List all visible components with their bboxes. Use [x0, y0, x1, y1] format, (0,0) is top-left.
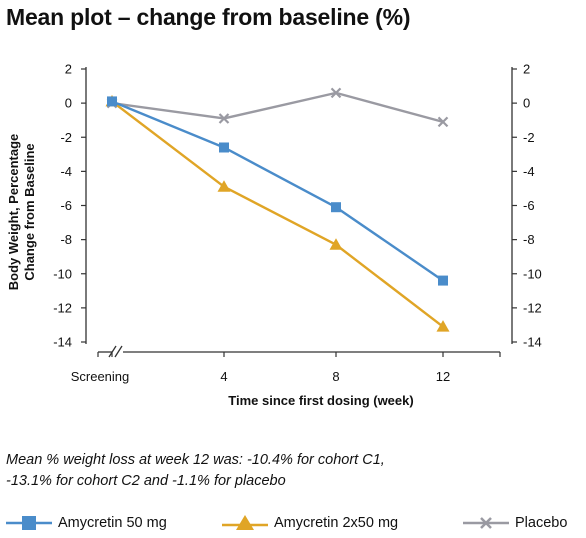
- series-square: [107, 96, 448, 286]
- series-line: [111, 91, 444, 124]
- legend-item-series-1: Amycretin 50 mg: [6, 511, 167, 535]
- data-point-triangle: [436, 320, 450, 332]
- y-tick-label-left: -12: [53, 300, 72, 315]
- summary-note: Mean % weight loss at week 12 was: -10.4…: [6, 450, 566, 492]
- page-title: Mean plot – change from baseline (%): [6, 4, 411, 30]
- data-point-square: [219, 142, 229, 153]
- y-tick-label-right: -4: [523, 164, 535, 179]
- y-tick-label-right: -10: [523, 266, 542, 281]
- series-line: [111, 100, 444, 282]
- y-tick-label-right: -6: [523, 198, 535, 213]
- data-point-square: [438, 275, 448, 286]
- y-tick-label-left: -8: [60, 232, 72, 247]
- chart-axes: [85, 67, 513, 358]
- legend-label-series-1: Amycretin 50 mg: [58, 515, 167, 531]
- legend-label-series-2: Amycretin 2x50 mg: [274, 515, 399, 531]
- x-tick-label: 4: [220, 369, 227, 384]
- square-marker-icon: [6, 516, 52, 530]
- x-marker-icon: [463, 517, 509, 529]
- y-tick-label-right: 2: [523, 62, 530, 77]
- x-axis: Screening 4 8 12: [71, 352, 501, 384]
- data-point-x: [330, 87, 342, 99]
- summary-note-line2: -13.1% for cohort C2 and -1.1% for place…: [6, 473, 286, 489]
- data-point-square: [331, 202, 341, 213]
- y-tick-label-left: -6: [60, 198, 72, 213]
- y-tick-label-left: -10: [53, 266, 72, 281]
- x-tick-label: Screening: [71, 369, 130, 384]
- y-axis-label-line1: Body Weight, Percentage: [6, 134, 21, 291]
- y-tick-label-right: 0: [523, 96, 530, 111]
- series-layer: [105, 87, 450, 332]
- y-axis-left: 2 0 -2 -4 -6 -8 -10 -12 -14: [53, 62, 86, 350]
- axis-break-mark-1: [108, 345, 117, 358]
- y-tick-label-right: -8: [523, 232, 535, 247]
- legend-item-series-3: Placebo: [463, 511, 567, 535]
- y-tick-label-right: -12: [523, 300, 542, 315]
- y-tick-label-left: -2: [60, 130, 72, 145]
- series-triangle: [105, 94, 450, 332]
- y-tick-label-right: -14: [523, 335, 542, 350]
- x-axis-label: Time since first dosing (week): [228, 393, 413, 408]
- axis-break-mark-2: [114, 345, 123, 358]
- summary-note-line1: Mean % weight loss at week 12 was: -10.4…: [6, 452, 385, 468]
- legend-item-series-2: Amycretin 2x50 mg: [222, 511, 398, 535]
- series-line: [111, 100, 444, 328]
- y-axis-label-line2: Change from Baseline: [22, 143, 37, 280]
- line-chart: 20-2-4-6-8-10-12-14 20-2-4-6-8-10-12-14 …: [6, 62, 542, 409]
- chart-legend: Amycretin 50 mg Amycretin 2x50 mg Placeb…: [0, 511, 586, 535]
- triangle-marker-icon: [222, 515, 268, 530]
- data-point-square: [107, 96, 117, 107]
- y-axis-right: 2 0 -2 -4 -6 -8 -10 -12 -14: [512, 62, 542, 350]
- y-tick-label-right: -2: [523, 130, 535, 145]
- x-tick-label: 8: [332, 369, 339, 384]
- data-point-triangle: [329, 238, 343, 250]
- data-point-x: [437, 116, 449, 128]
- y-tick-label-left: 0: [65, 96, 72, 111]
- data-point-x: [218, 113, 230, 124]
- data-point-triangle: [217, 180, 231, 192]
- y-tick-label-left: -4: [60, 164, 72, 179]
- x-tick-label: 12: [436, 369, 450, 384]
- y-tick-label-left: 2: [65, 62, 72, 77]
- legend-label-series-3: Placebo: [515, 515, 568, 531]
- y-tick-label-left: -14: [53, 335, 72, 350]
